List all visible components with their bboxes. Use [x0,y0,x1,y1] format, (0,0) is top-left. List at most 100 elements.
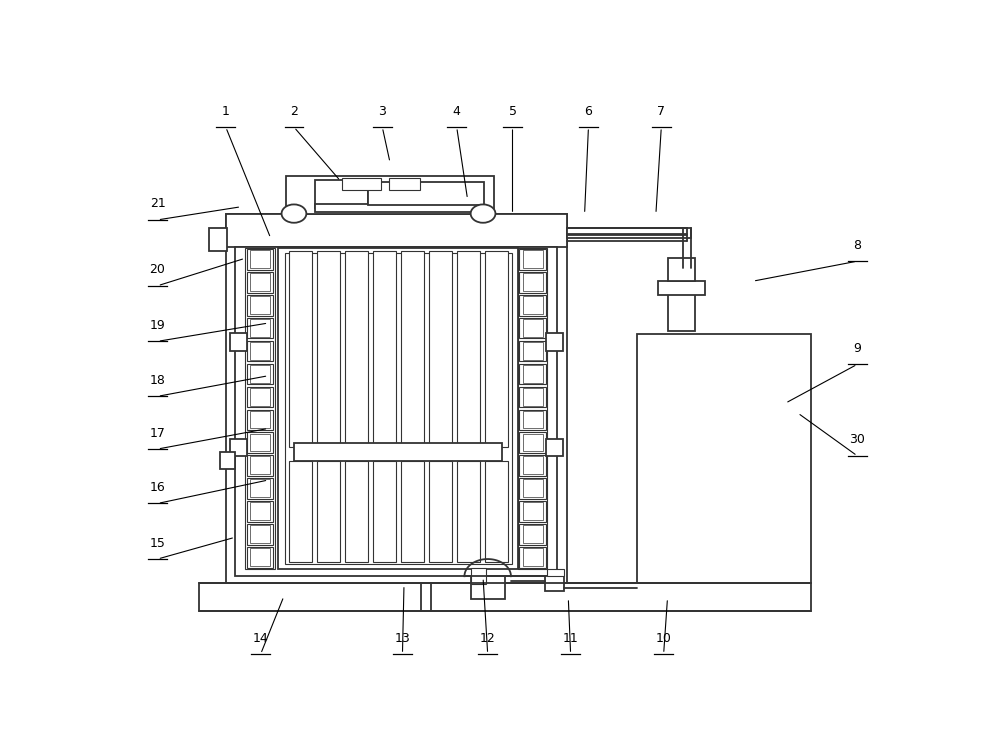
Bar [429,461,452,562]
Bar [247,432,273,453]
Bar [471,568,486,584]
Text: 3: 3 [378,105,386,118]
Bar [317,461,340,562]
Text: 16: 16 [150,481,165,494]
Bar [519,409,546,430]
Circle shape [282,205,306,222]
Bar [519,524,546,545]
Bar [523,342,543,359]
Bar [247,387,273,407]
Bar [373,461,396,562]
Bar [250,434,270,452]
Bar [247,409,273,430]
Bar [545,576,564,591]
Text: 30: 30 [849,434,865,446]
Bar [457,461,480,562]
Bar [523,388,543,405]
Text: 1: 1 [222,105,230,118]
Bar [523,296,543,314]
Text: 11: 11 [563,632,578,644]
Text: 4: 4 [453,105,461,118]
Bar [519,547,546,568]
Bar [317,251,340,447]
Text: 17: 17 [150,426,165,440]
Bar [209,228,227,251]
Text: 18: 18 [150,373,165,387]
Bar [401,461,424,562]
Bar [519,364,546,385]
Bar [220,452,235,469]
Bar [658,280,705,295]
Text: 5: 5 [509,105,516,118]
Bar [471,576,505,599]
Bar [289,251,312,447]
Bar [315,180,368,208]
Bar [250,548,270,566]
Bar [345,461,368,562]
Bar [315,205,482,213]
Bar [523,434,543,452]
Bar [519,295,546,315]
Bar [235,247,557,576]
Text: 8: 8 [853,239,861,251]
Bar [199,583,811,611]
Bar [547,569,564,576]
Bar [519,341,546,362]
Bar [519,387,546,407]
Bar [247,455,273,476]
Bar [247,547,273,568]
Bar [523,273,543,291]
Bar [285,252,512,564]
Text: 20: 20 [150,263,165,276]
Text: 21: 21 [150,197,165,211]
Bar [519,318,546,339]
Bar [523,479,543,497]
Bar [294,443,502,461]
Bar [247,272,273,292]
Bar [345,251,368,447]
Bar [250,525,270,543]
Bar [518,248,547,568]
Bar [523,365,543,382]
Bar [457,251,480,447]
Bar [230,333,247,350]
Bar [286,176,494,214]
Bar [567,228,691,238]
Bar [247,318,273,339]
Text: 15: 15 [150,536,165,550]
Bar [519,501,546,522]
Bar [519,272,546,292]
Text: 6: 6 [585,105,592,118]
Bar [247,478,273,499]
Bar [250,273,270,291]
Bar [250,411,270,429]
Bar [485,251,508,447]
Bar [230,439,247,457]
Bar [247,341,273,362]
Text: 10: 10 [656,632,672,644]
Bar [250,457,270,474]
Text: 2: 2 [290,105,298,118]
Bar [250,319,270,337]
Text: 7: 7 [657,105,665,118]
Text: 12: 12 [480,632,496,644]
Bar [546,439,563,457]
Bar [388,178,420,190]
Bar [250,365,270,382]
Text: 9: 9 [853,341,861,355]
Bar [523,457,543,474]
Bar [519,249,546,270]
Bar [247,364,273,385]
Bar [342,178,381,190]
Bar [278,248,518,568]
Bar [250,250,270,268]
Bar [250,296,270,314]
Bar [226,214,567,583]
Circle shape [471,205,495,222]
Bar [373,251,396,447]
Bar [247,295,273,315]
Bar [429,251,452,447]
Text: 19: 19 [150,319,165,332]
Bar [247,249,273,270]
Bar [519,478,546,499]
